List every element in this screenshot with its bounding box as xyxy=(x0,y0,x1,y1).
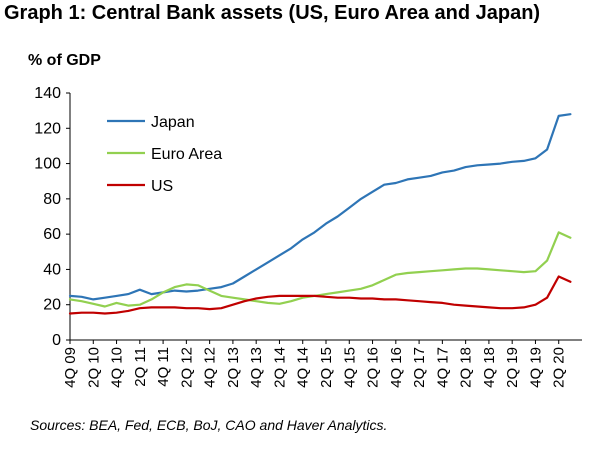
x-tick-label: 4Q 16 xyxy=(388,347,405,388)
sources-note: Sources: BEA, Fed, ECB, BoJ, CAO and Hav… xyxy=(30,417,388,433)
legend-label-us: US xyxy=(151,178,173,195)
x-tick-label: 4Q 09 xyxy=(62,347,79,388)
y-tick-label: 40 xyxy=(43,261,61,278)
x-tick-label: 4Q 19 xyxy=(527,347,544,388)
y-tick-label: 60 xyxy=(43,226,61,243)
x-tick-label: 2Q 17 xyxy=(411,347,428,388)
x-tick-label: 4Q 14 xyxy=(295,347,312,388)
y-axis-label: % of GDP xyxy=(28,52,101,69)
chart-title: Graph 1: Central Bank assets (US, Euro A… xyxy=(4,2,541,24)
x-tick-label: 2Q 12 xyxy=(178,347,195,388)
x-tick-label: 4Q 12 xyxy=(202,347,219,388)
x-tick-label: 2Q 18 xyxy=(458,347,475,388)
x-tick-label: 4Q 17 xyxy=(434,347,451,388)
x-tick-label: 4Q 10 xyxy=(109,347,126,388)
x-tick-label: 2Q 13 xyxy=(225,347,242,388)
x-tick-label: 4Q 11 xyxy=(155,347,172,387)
x-tick-label: 2Q 10 xyxy=(85,347,102,388)
y-tick-label: 20 xyxy=(43,297,61,314)
series-line-japan xyxy=(68,113,572,301)
x-tick-label: 2Q 19 xyxy=(504,347,521,388)
x-tick-label: 2Q 20 xyxy=(551,347,568,388)
x-tick-label: 4Q 13 xyxy=(248,347,265,388)
x-tick-label: 2Q 15 xyxy=(318,347,335,388)
x-tick-label: 4Q 18 xyxy=(481,347,498,388)
y-tick-label: 0 xyxy=(52,332,61,349)
legend-label-japan: Japan xyxy=(151,114,195,131)
legend-label-euro-area: Euro Area xyxy=(151,146,222,163)
y-tick-label: 120 xyxy=(34,120,61,137)
x-tick-label: 2Q 14 xyxy=(271,347,288,388)
x-tick-label: 2Q 11 xyxy=(132,347,149,387)
y-tick-label: 140 xyxy=(34,85,61,102)
x-tick-label: 2Q 16 xyxy=(365,347,382,388)
y-tick-label: 80 xyxy=(43,191,61,208)
y-tick-label: 100 xyxy=(34,156,61,173)
x-tick-label: 4Q 15 xyxy=(341,347,358,388)
series-line-euro-area xyxy=(68,231,572,308)
series-line-us xyxy=(68,275,572,315)
